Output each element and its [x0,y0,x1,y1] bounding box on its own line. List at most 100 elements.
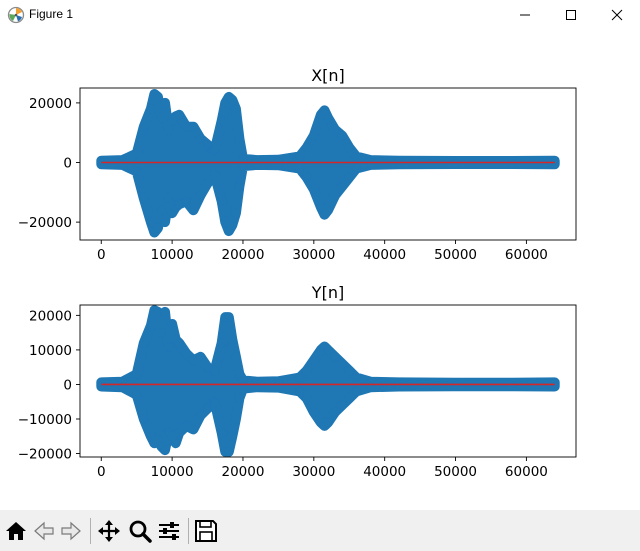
data-point [309,355,319,365]
data-point [337,181,347,191]
x-tick-label: 0 [97,464,106,480]
data-point [220,217,230,227]
data-point [234,393,244,403]
x-tick-label: 50000 [434,247,477,263]
data-point [295,152,305,162]
axes-2: 0 10000 20000 30000 40000 50000 60000 −20000 −10… [18,283,577,480]
window-title: Figure 1 [29,7,74,21]
axes-frame [79,87,577,241]
x-tick-label: 0 [97,247,106,263]
data-point [139,193,149,203]
data-point [174,338,184,348]
axes-frame [79,304,577,458]
data-point [132,166,142,176]
close-icon [611,9,623,21]
data-point [302,393,312,403]
pan-icon [98,520,120,542]
data-point [210,169,220,179]
data-point [146,217,156,227]
y-tick-label: 20000 [29,308,72,324]
data-point [217,116,227,126]
data-point [153,92,163,102]
data-point [507,381,517,391]
data-point [302,172,312,182]
data-point [156,328,166,338]
data-point [139,338,149,348]
back-button[interactable] [31,518,57,544]
figure-canvas[interactable]: 0 10000 20000 30000 40000 50000 60000 −20000 0 20… [0,30,640,510]
data-point [330,190,340,200]
data-point [344,143,354,153]
data-point [132,149,142,159]
y-tick-label: 0 [63,377,72,393]
x-tick-label: 20000 [221,464,264,480]
data-point [203,404,213,414]
data-point [164,125,174,135]
data-point [96,159,106,169]
save-icon [195,520,217,542]
x-tick-label: 20000 [221,247,264,263]
data-point [188,122,198,132]
home-icon [6,522,26,540]
y-tick-label: −20000 [18,447,72,463]
data-point [195,411,205,421]
data-point [507,159,517,169]
data-point [188,355,198,365]
data-point [550,159,560,169]
save-button[interactable] [193,518,219,544]
data-point [156,205,166,215]
zoom-button[interactable] [127,518,153,544]
title-bar: Figure 1 [0,0,640,30]
data-point [344,393,354,403]
data-point [337,359,347,369]
data-point [451,381,461,391]
data-point [160,445,170,455]
data-point [153,307,163,317]
pan-button[interactable] [96,518,122,544]
data-point [174,110,184,120]
home-button[interactable] [3,518,29,544]
forward-icon [61,521,81,541]
minimize-button[interactable] [502,0,548,30]
data-point [316,202,326,212]
data-point [351,386,361,396]
data-point [217,428,227,438]
data-point [224,447,234,457]
data-point [195,134,205,144]
close-button[interactable] [594,0,640,30]
data-point [309,184,319,194]
forward-button[interactable] [58,518,84,544]
y-tick-label: 0 [63,156,72,172]
chart-title: Y[n] [311,283,344,302]
data-point [231,104,241,114]
data-point [188,424,198,434]
data-point [309,131,319,141]
x-tick-label: 60000 [505,247,548,263]
data-point [295,163,305,173]
data-point [351,163,361,173]
data-point [167,319,177,329]
data-point [323,113,333,123]
data-point [227,220,237,230]
configure-subplots-button[interactable] [156,518,182,544]
data-point [132,390,142,400]
data-point [451,159,461,169]
y-tick-label: 20000 [29,96,72,112]
data-point [210,366,220,376]
data-point [227,95,237,105]
data-point [160,307,170,317]
x-tick-label: 50000 [434,464,477,480]
data-point [234,134,244,144]
x-tick-label: 40000 [363,247,406,263]
x-tick-label: 60000 [505,464,548,480]
toolbar-separator [188,518,189,544]
data-point [156,113,166,123]
data-point [146,431,156,441]
data-point [330,407,340,417]
maximize-button[interactable] [548,0,594,30]
data-point [146,321,156,331]
data-point [330,352,340,362]
data-point [195,352,205,362]
data-point [210,146,220,156]
data-point [337,400,347,410]
